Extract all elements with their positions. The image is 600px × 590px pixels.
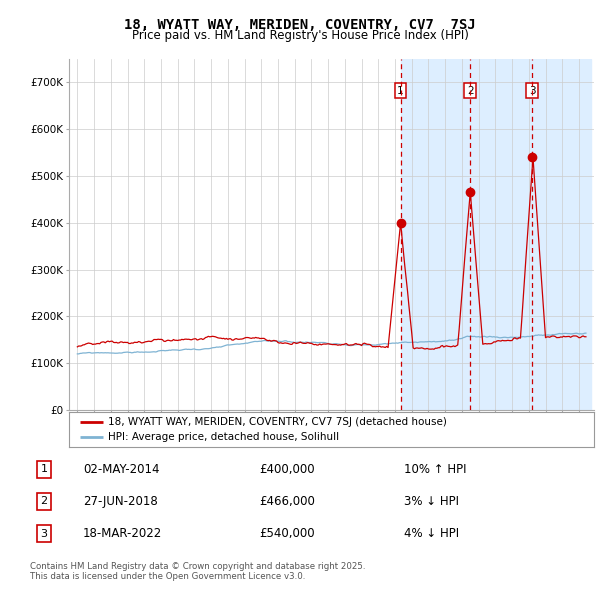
Text: 27-JUN-2018: 27-JUN-2018 xyxy=(83,495,158,508)
Text: 1: 1 xyxy=(40,464,47,474)
Text: 2: 2 xyxy=(467,86,473,96)
Text: HPI: Average price, detached house, Solihull: HPI: Average price, detached house, Soli… xyxy=(109,432,340,442)
Text: 2: 2 xyxy=(40,497,47,506)
Text: 3: 3 xyxy=(529,86,536,96)
Text: This data is licensed under the Open Government Licence v3.0.: This data is licensed under the Open Gov… xyxy=(30,572,305,581)
Text: 4% ↓ HPI: 4% ↓ HPI xyxy=(404,527,459,540)
Text: 3% ↓ HPI: 3% ↓ HPI xyxy=(404,495,459,508)
Text: £466,000: £466,000 xyxy=(259,495,314,508)
Text: 1: 1 xyxy=(397,86,404,96)
Text: 18, WYATT WAY, MERIDEN, COVENTRY, CV7  7SJ: 18, WYATT WAY, MERIDEN, COVENTRY, CV7 7S… xyxy=(124,18,476,32)
Text: 18-MAR-2022: 18-MAR-2022 xyxy=(83,527,162,540)
Text: 02-MAY-2014: 02-MAY-2014 xyxy=(83,463,160,476)
Text: 3: 3 xyxy=(40,529,47,539)
Text: £540,000: £540,000 xyxy=(259,527,314,540)
Text: £400,000: £400,000 xyxy=(259,463,314,476)
Text: 10% ↑ HPI: 10% ↑ HPI xyxy=(404,463,466,476)
Text: 18, WYATT WAY, MERIDEN, COVENTRY, CV7 7SJ (detached house): 18, WYATT WAY, MERIDEN, COVENTRY, CV7 7S… xyxy=(109,417,447,427)
Text: Price paid vs. HM Land Registry's House Price Index (HPI): Price paid vs. HM Land Registry's House … xyxy=(131,30,469,42)
Bar xyxy=(401,59,590,410)
Text: Contains HM Land Registry data © Crown copyright and database right 2025.: Contains HM Land Registry data © Crown c… xyxy=(30,562,365,571)
